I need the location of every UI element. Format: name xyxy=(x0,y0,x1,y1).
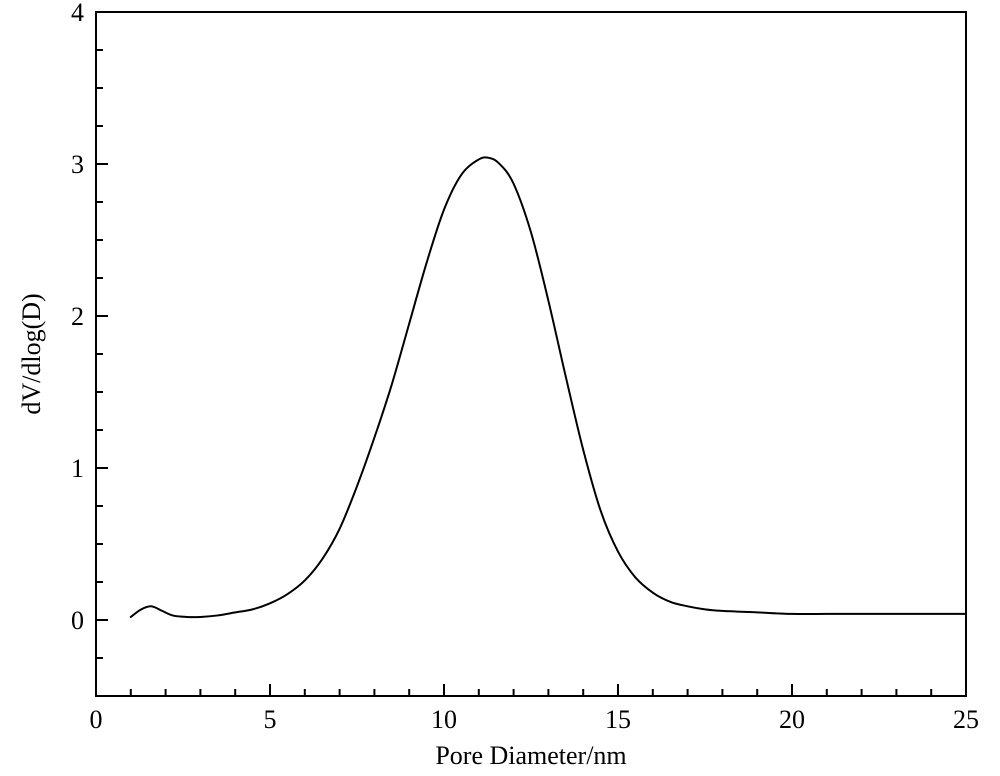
x-tick-label: 25 xyxy=(953,705,979,734)
x-tick-label: 5 xyxy=(264,705,277,734)
y-tick-label: 4 xyxy=(71,0,84,27)
x-tick-label: 20 xyxy=(779,705,805,734)
chart-background xyxy=(0,0,1000,776)
pore-distribution-chart: 0 5 10 15 20 25 Pore Diameter/nm 0 1 2 3 4 dV/dlog(D… xyxy=(0,0,1000,776)
y-tick-label: 1 xyxy=(71,454,84,483)
x-axis-title: Pore Diameter/nm xyxy=(435,741,626,770)
y-axis-title: dV/dlog(D) xyxy=(17,293,46,414)
y-tick-label: 0 xyxy=(71,606,84,635)
y-tick-label: 2 xyxy=(71,302,84,331)
chart-svg: 0 5 10 15 20 25 Pore Diameter/nm 0 1 2 3 4 dV/dlog(D… xyxy=(0,0,1000,776)
x-tick-label: 10 xyxy=(431,705,457,734)
x-tick-label: 15 xyxy=(605,705,631,734)
y-tick-label: 3 xyxy=(71,150,84,179)
x-tick-label: 0 xyxy=(90,705,103,734)
